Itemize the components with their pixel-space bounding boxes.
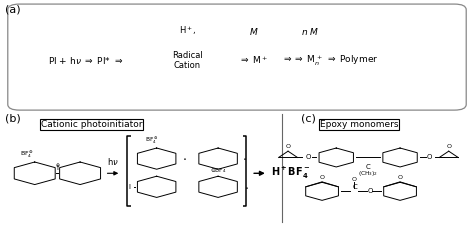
Text: (c): (c) bbox=[301, 114, 316, 123]
Text: $\ominus$BF$_4$: $\ominus$BF$_4$ bbox=[210, 166, 227, 175]
Text: $\Rightarrow$ M$^+$: $\Rightarrow$ M$^+$ bbox=[239, 55, 269, 66]
Text: O: O bbox=[285, 144, 291, 149]
Text: (CH$_3$)$_2$: (CH$_3$)$_2$ bbox=[358, 169, 378, 178]
Text: (b): (b) bbox=[5, 114, 21, 123]
Text: Cationic photoinitiator: Cationic photoinitiator bbox=[41, 120, 142, 129]
Text: $\cdot$: $\cdot$ bbox=[242, 152, 246, 165]
Text: $\mathbf{H^+BF_4^-}$: $\mathbf{H^+BF_4^-}$ bbox=[271, 165, 310, 181]
Text: H$^+$,: H$^+$, bbox=[179, 24, 196, 37]
Text: C: C bbox=[353, 184, 357, 190]
Text: I: I bbox=[128, 184, 131, 190]
Text: O: O bbox=[446, 144, 451, 149]
Text: O: O bbox=[305, 155, 311, 160]
Text: I: I bbox=[56, 165, 58, 171]
Text: BF$_4^\ominus$: BF$_4^\ominus$ bbox=[145, 136, 159, 146]
Text: $\oplus$: $\oplus$ bbox=[55, 161, 60, 169]
Text: O: O bbox=[368, 188, 374, 194]
Text: n $M$: n $M$ bbox=[301, 26, 319, 37]
Text: O: O bbox=[398, 175, 402, 180]
Text: O: O bbox=[427, 155, 432, 160]
Text: O: O bbox=[352, 177, 357, 182]
Text: $\cdot$: $\cdot$ bbox=[182, 152, 187, 165]
Text: h$\nu$: h$\nu$ bbox=[107, 156, 118, 167]
Text: $M$: $M$ bbox=[249, 26, 258, 37]
Text: Radical
Cation: Radical Cation bbox=[172, 51, 203, 70]
Text: BF$_4^\ominus$: BF$_4^\ominus$ bbox=[19, 149, 34, 160]
FancyBboxPatch shape bbox=[8, 4, 466, 110]
Text: O: O bbox=[319, 175, 325, 180]
Text: (a): (a) bbox=[5, 4, 21, 14]
Text: PI + h$\nu$ $\Rightarrow$ PI* $\Rightarrow$: PI + h$\nu$ $\Rightarrow$ PI* $\Rightarr… bbox=[48, 55, 123, 66]
Text: $\Rightarrow$$\Rightarrow$ M$_n^+$ $\Rightarrow$ Polymer: $\Rightarrow$$\Rightarrow$ M$_n^+$ $\Rig… bbox=[282, 53, 378, 68]
Text: $\cdot$: $\cdot$ bbox=[244, 181, 248, 195]
Text: Epoxy monomers: Epoxy monomers bbox=[319, 120, 398, 129]
Text: C: C bbox=[365, 164, 370, 170]
